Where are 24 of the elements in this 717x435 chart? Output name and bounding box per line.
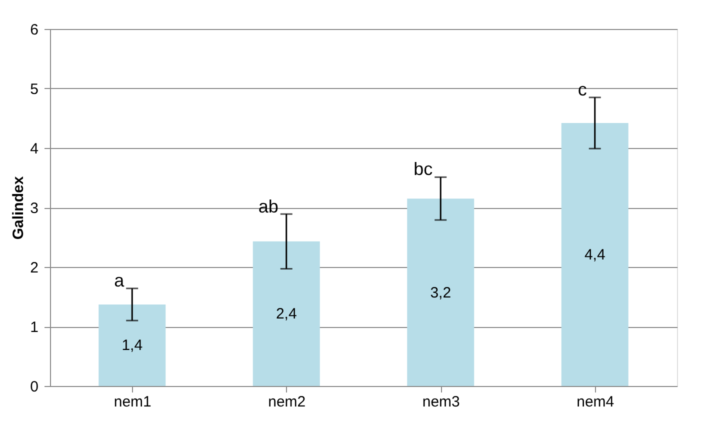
y-tick-label: 1 [30,319,38,336]
x-tick-label: nem2 [268,394,306,410]
x-tick-label: nem1 [114,394,152,410]
y-tick-label: 6 [30,22,38,38]
y-tick-label: 4 [30,140,38,158]
data-label: 4,4 [584,246,606,264]
bar [252,241,320,386]
y-tick-label: 5 [30,81,38,98]
annotation: c [578,79,587,100]
bar [407,198,474,386]
x-tick-label: nem3 [422,394,460,410]
annotation: a [114,270,126,290]
data-label: 1,4 [122,337,143,354]
x-tick-label: nem4 [576,394,614,410]
y-axis-title: Galindex [10,176,28,240]
annotation: bc [414,159,433,180]
y-tick-label: 0 [30,378,38,396]
bar [561,123,628,386]
y-tick-label: 3 [30,200,38,217]
bar [98,304,166,386]
data-label: 3,2 [430,284,452,302]
y-tick-label: 2 [30,260,38,276]
annotation: ab [258,196,278,217]
data-label: 2,4 [276,306,297,323]
